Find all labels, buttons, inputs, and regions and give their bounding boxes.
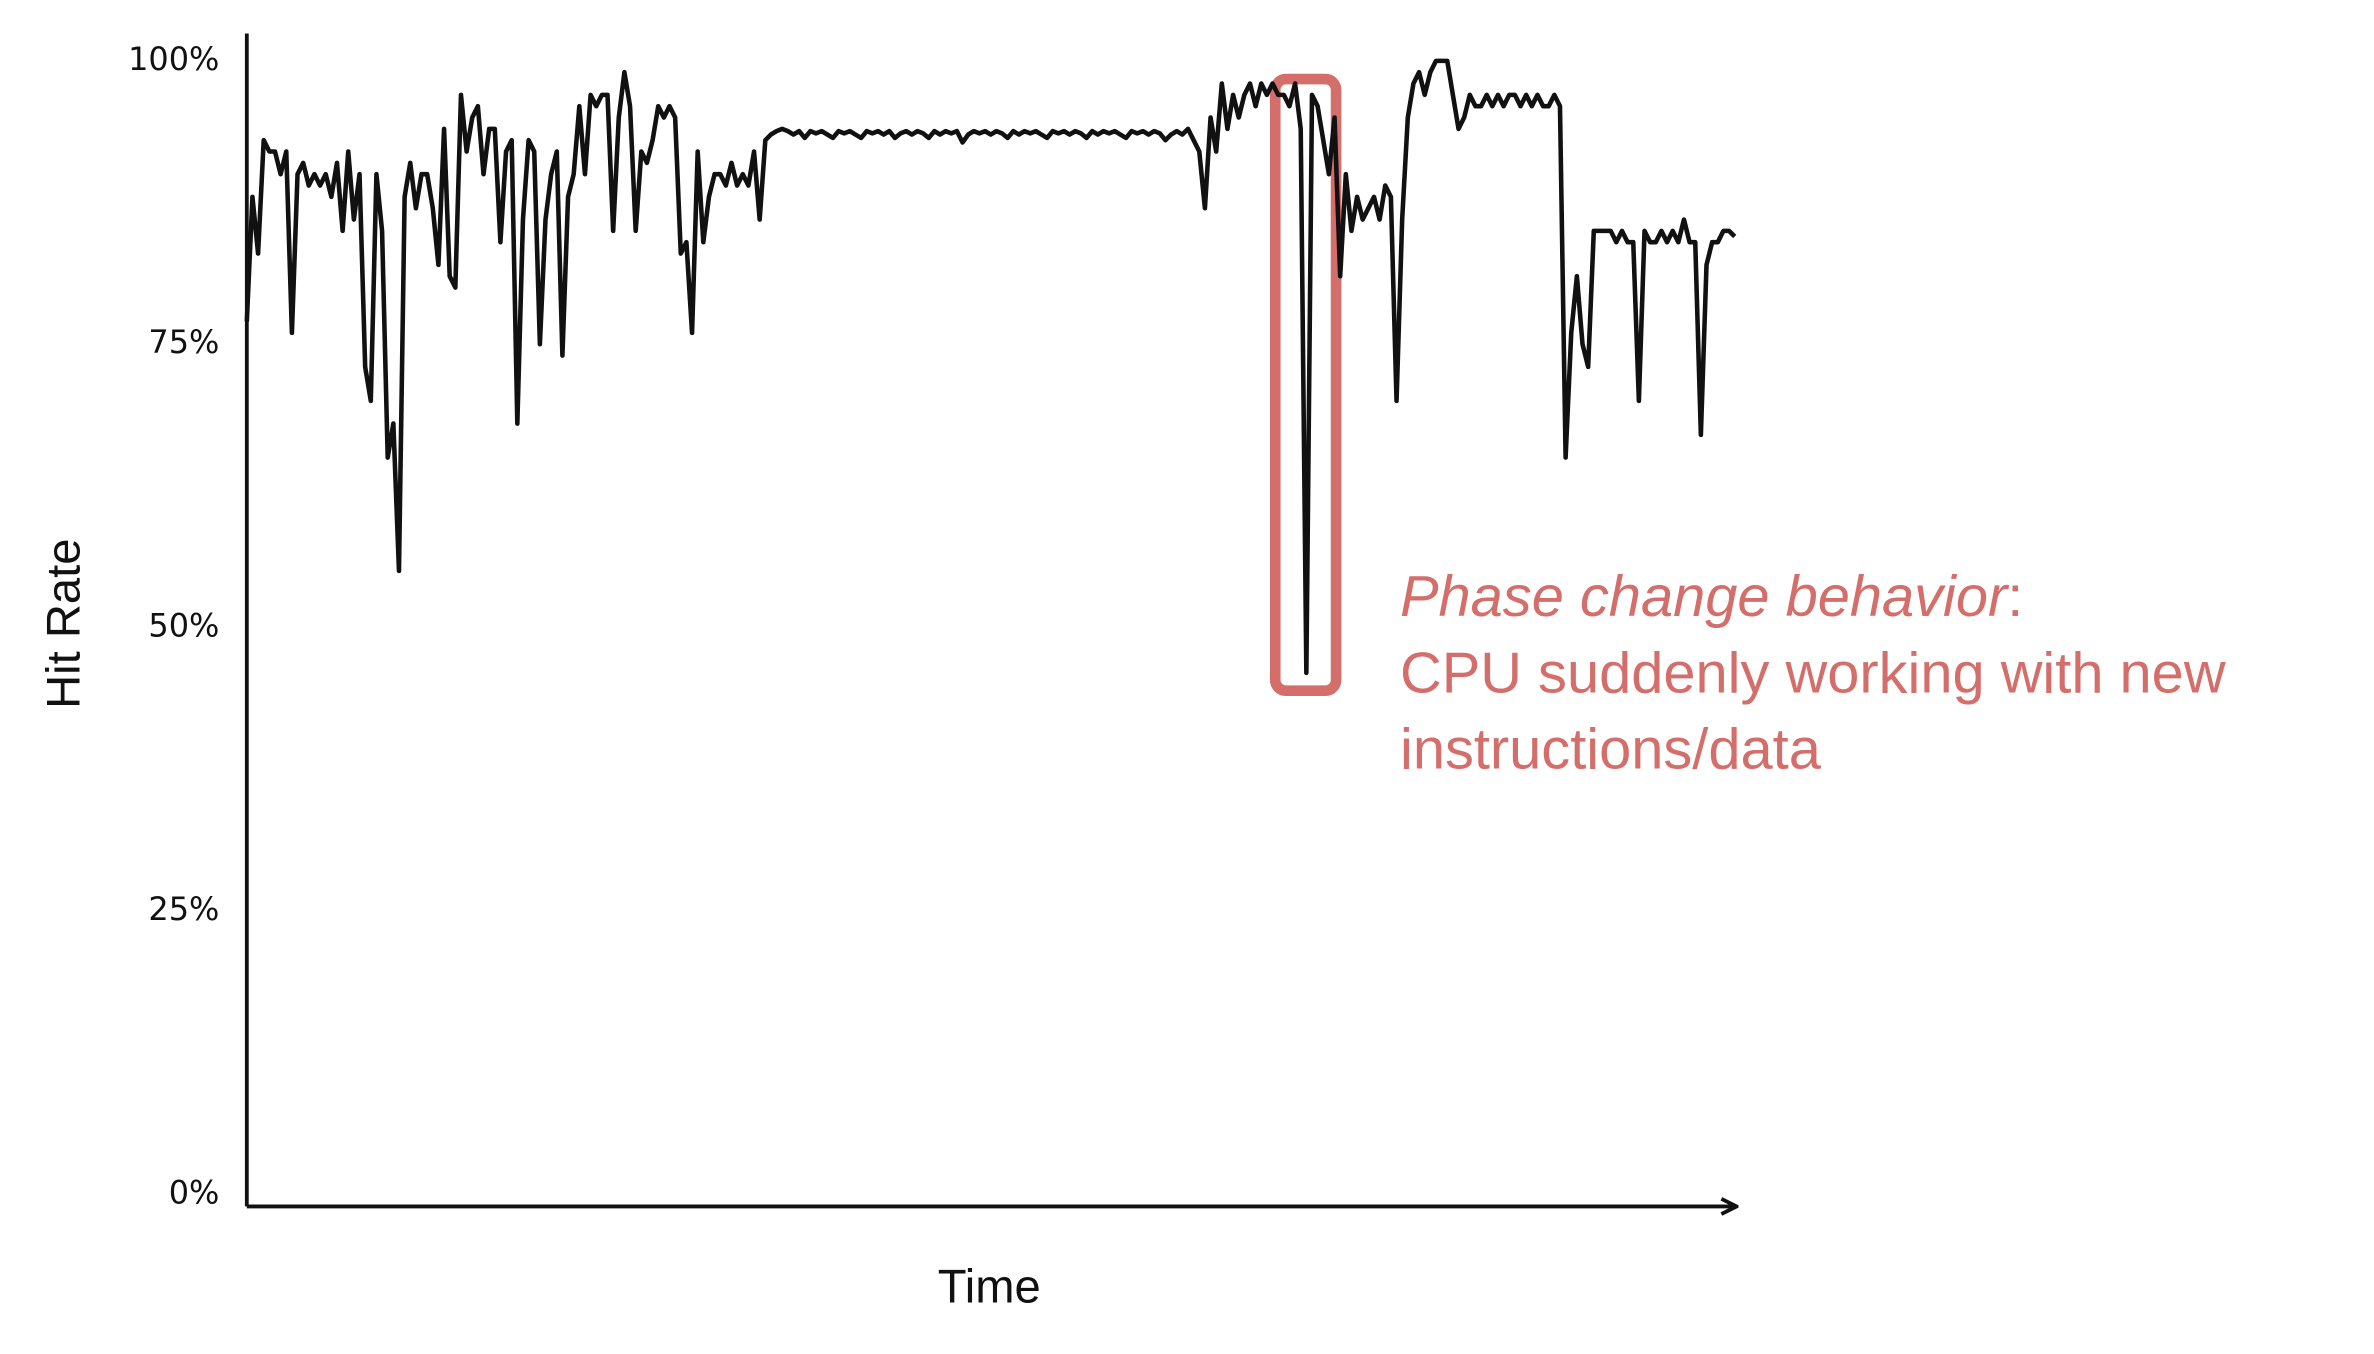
annotation-line: instructions/data <box>1400 717 1822 781</box>
y-axis-title: Hit Rate <box>37 539 90 709</box>
annotation: Phase change behavior: <box>1400 565 2023 629</box>
y-tick-label: 0% <box>169 1173 220 1211</box>
line <box>244 58 1737 676</box>
annotation-emphasis: Phase change behavior <box>1400 565 2010 629</box>
highlight-box <box>1269 73 1342 697</box>
y-tick-label: 25% <box>148 890 219 928</box>
y-tick-label: 50% <box>148 607 219 645</box>
annotation-suffix: : <box>2007 565 2023 629</box>
x-axis-title: Time <box>938 1260 1041 1313</box>
y-tick-label: 75% <box>148 323 219 361</box>
annotation-line: CPU suddenly working with new <box>1400 641 2226 705</box>
y-tick-label: 100% <box>128 40 219 78</box>
